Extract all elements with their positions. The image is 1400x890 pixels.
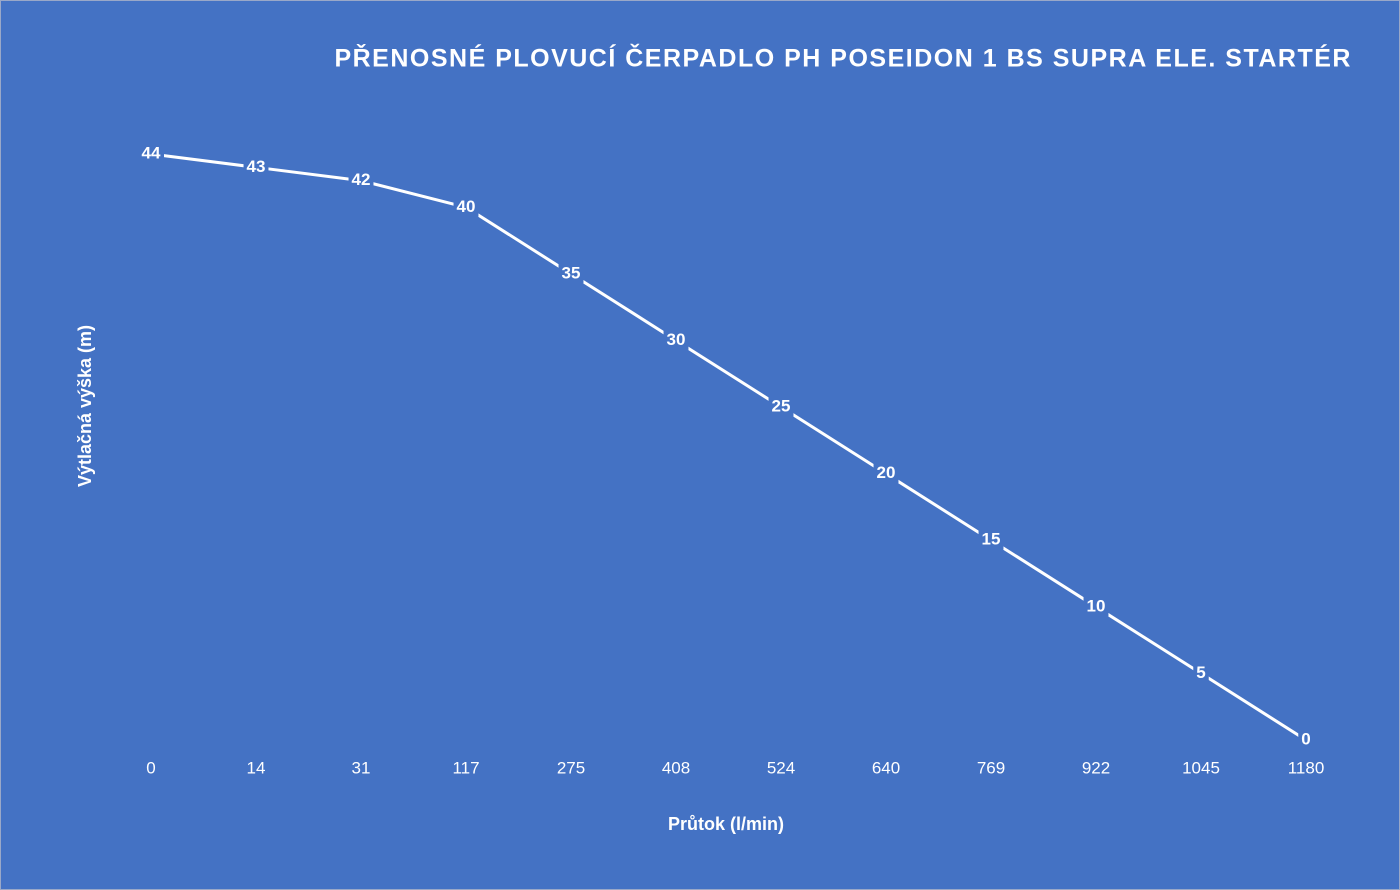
data-label-bg — [873, 462, 899, 484]
data-label-bg — [1193, 661, 1209, 683]
data-label: 42 — [352, 170, 371, 189]
x-tick-label: 640 — [872, 758, 900, 777]
data-label-bg — [1298, 728, 1314, 750]
data-label: 30 — [667, 330, 686, 349]
data-label-bg — [348, 169, 374, 191]
data-label-bg — [768, 395, 794, 417]
x-tick-label: 14 — [247, 758, 266, 777]
data-label-bg — [663, 328, 689, 350]
data-label: 40 — [457, 197, 476, 216]
x-tick-label: 524 — [767, 758, 795, 777]
data-label: 15 — [982, 530, 1001, 549]
data-label: 5 — [1196, 663, 1205, 682]
data-label: 20 — [877, 463, 896, 482]
data-label: 44 — [142, 143, 161, 162]
x-tick-label: 769 — [977, 758, 1005, 777]
x-tick-label: 117 — [452, 758, 479, 777]
x-tick-label: 1180 — [1288, 758, 1325, 777]
x-tick-label: 408 — [662, 758, 690, 777]
data-line — [150, 152, 1307, 742]
x-axis-title: Průtok (l/min) — [668, 814, 784, 834]
x-tick-label: 922 — [1082, 758, 1110, 777]
x-tick-label: 31 — [352, 758, 371, 777]
x-tick-label: 0 — [146, 758, 155, 777]
data-label-bg — [978, 528, 1004, 550]
data-label-bg — [1083, 595, 1109, 617]
data-label-bg — [453, 195, 479, 217]
data-label-bg — [558, 262, 584, 284]
data-label: 25 — [772, 397, 791, 416]
data-label: 43 — [247, 157, 266, 176]
data-label: 0 — [1301, 729, 1310, 748]
chart-title: PŘENOSNÉ PLOVUCÍ ČERPADLO PH POSEIDON 1 … — [334, 43, 1352, 73]
x-tick-label: 275 — [557, 758, 585, 777]
data-label: 35 — [562, 263, 581, 282]
data-label: 10 — [1087, 596, 1106, 615]
y-axis-title: Výtlačná výška (m) — [75, 325, 95, 487]
x-tick-label: 1045 — [1182, 758, 1220, 777]
data-label-bg — [243, 155, 269, 177]
data-label-bg — [138, 142, 164, 164]
